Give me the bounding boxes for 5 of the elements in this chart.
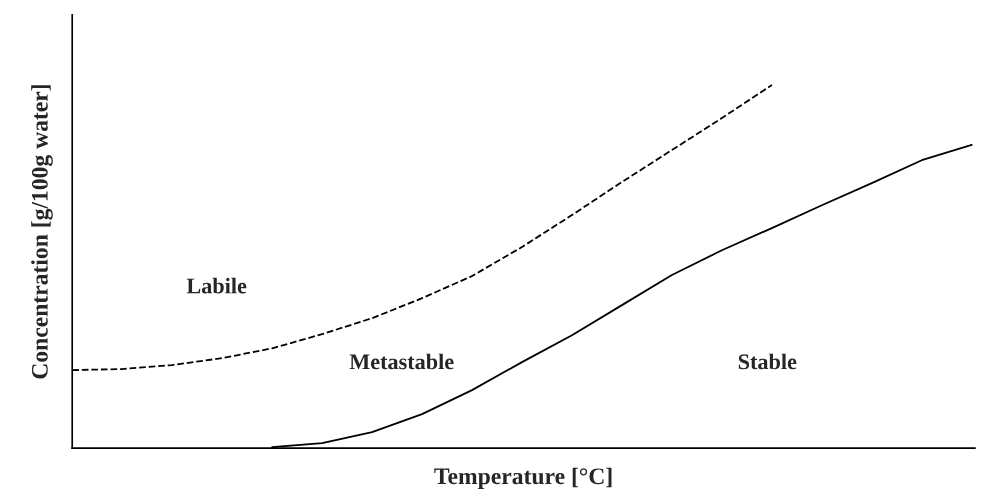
y-axis-title: Concentration [g/100g water]: [31, 85, 53, 379]
annotation: Labile: [186, 277, 247, 294]
annotation: Metastable: [349, 353, 454, 370]
x-axis-title: Temperature [°C]: [434, 467, 612, 490]
annotation: Stable: [738, 353, 797, 370]
